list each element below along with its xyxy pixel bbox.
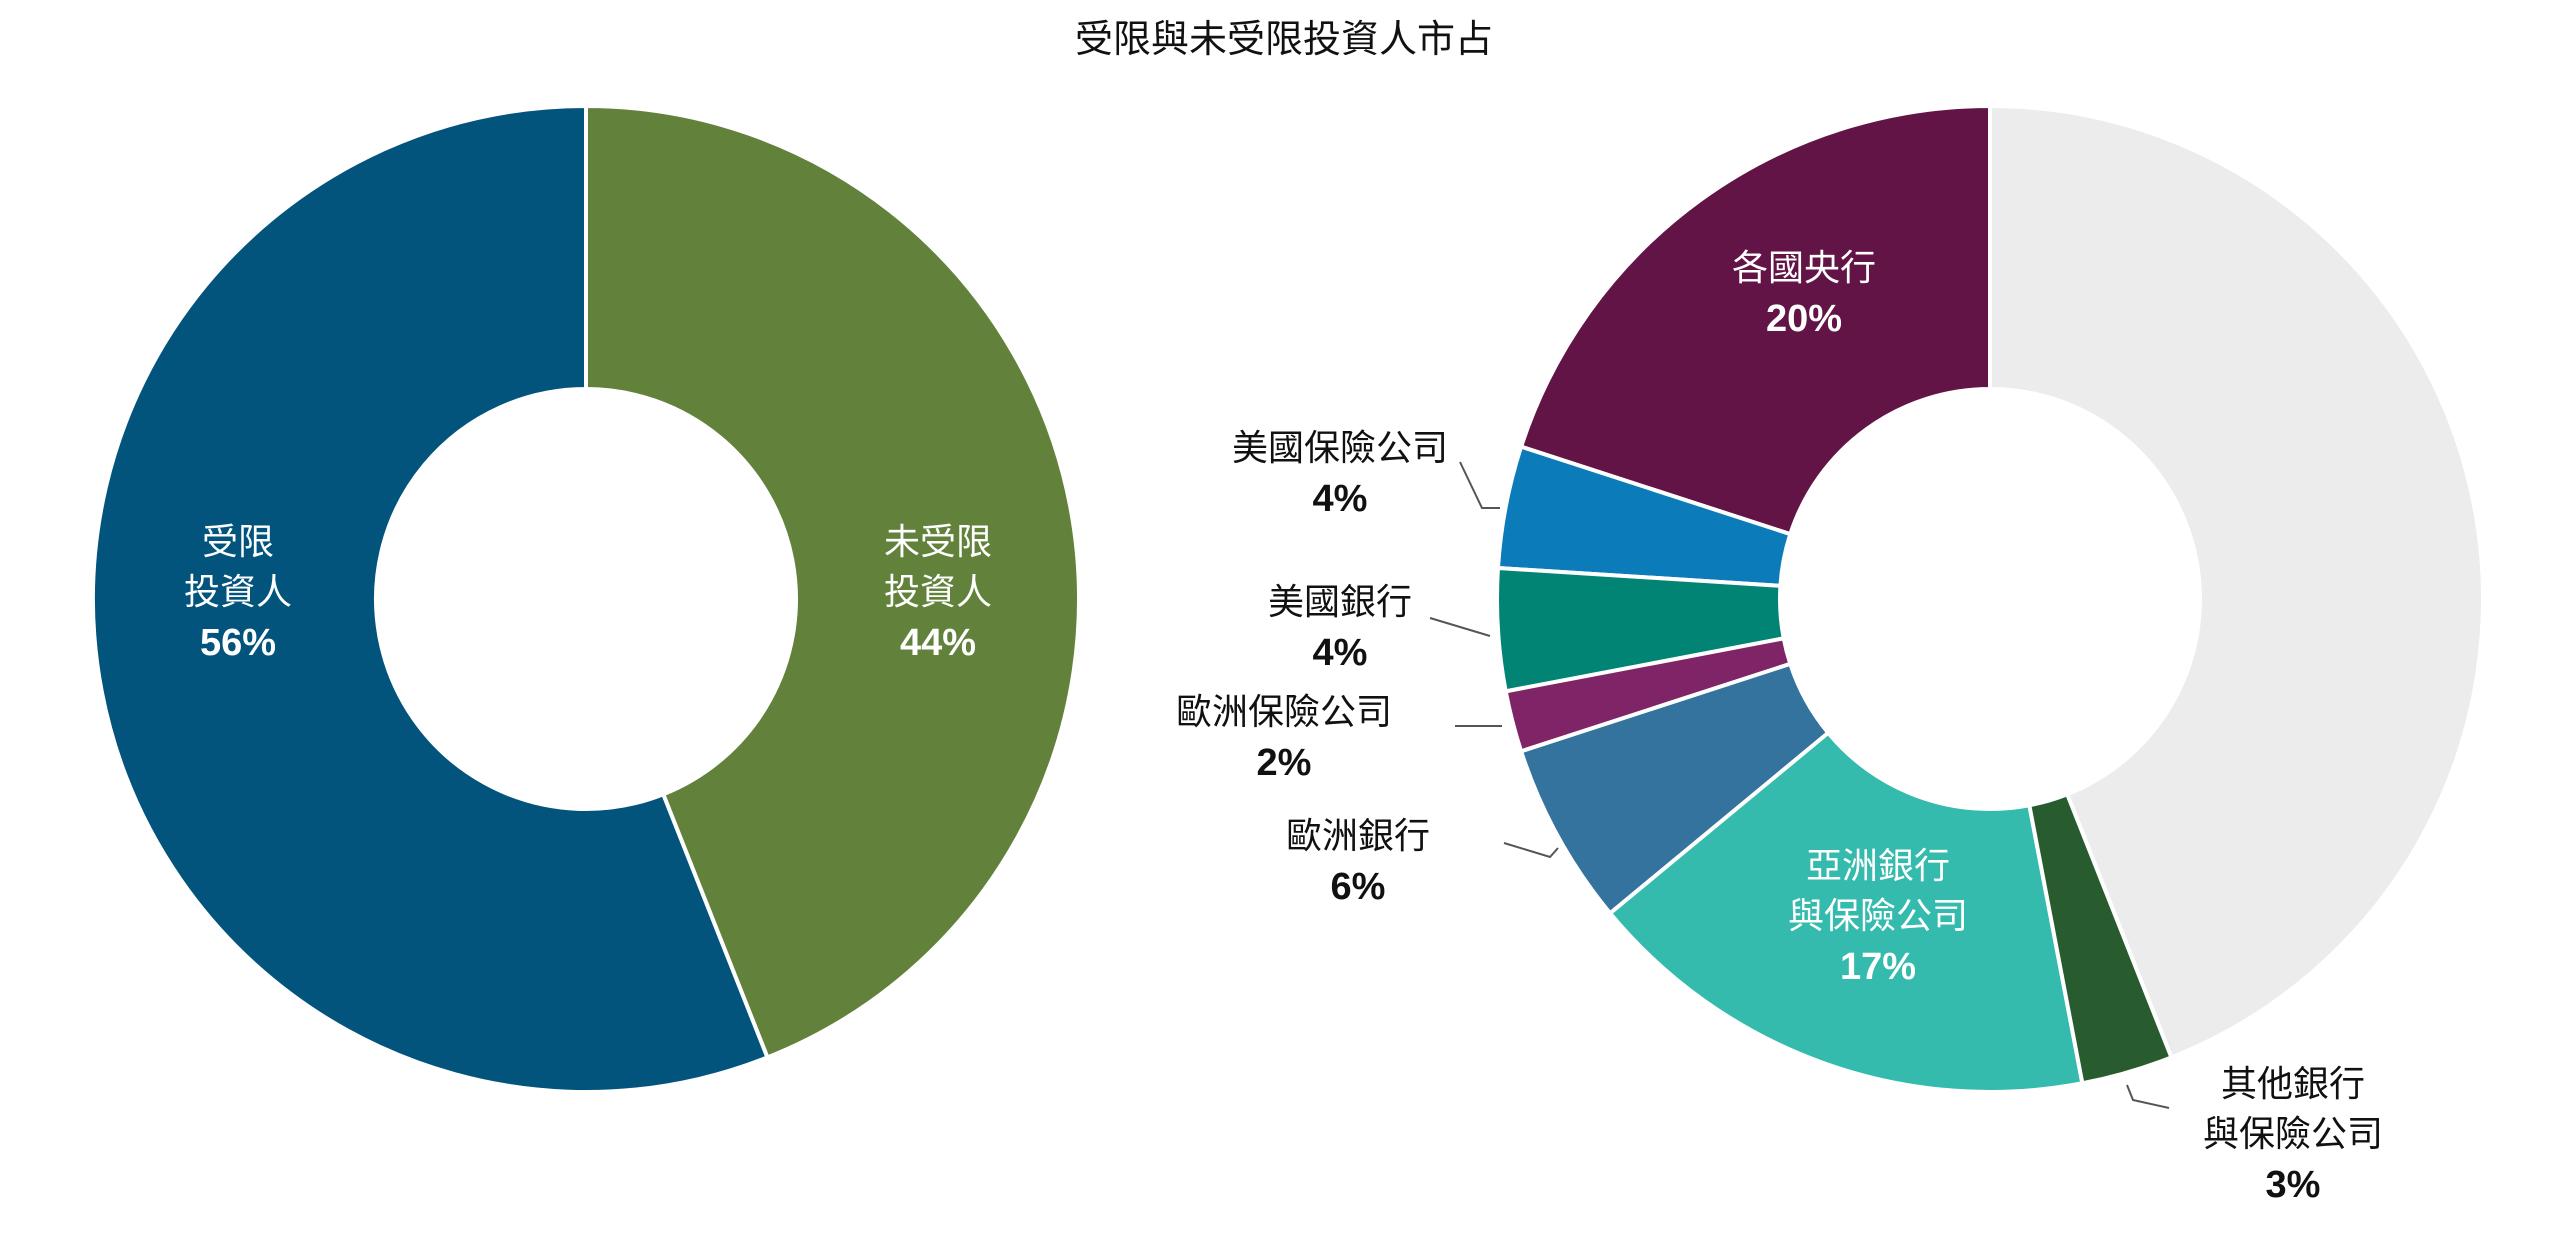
chart-title: 受限與未受限投資人市占 [1074, 17, 1493, 61]
right-donut-slice-5 [1607, 730, 2085, 1094]
label-eu-banks: 歐洲銀行 6% [1285, 816, 1431, 908]
left-donut-slice-0 [91, 103, 771, 1094]
leader-other [2126, 1084, 2170, 1109]
right-donut-slice-0 [1518, 103, 1992, 537]
label-us-insurers: 美國保險公司 4% [1231, 428, 1449, 520]
label-eu-insurers: 歐洲保險公司 2% [1175, 692, 1393, 784]
label-central-banks: 各國央行 20% [1731, 248, 1877, 340]
leader-us-banks [1429, 617, 1491, 637]
label-asia-banks-insurers: 亞洲銀行 與保險公司 17% [1787, 846, 1969, 988]
right-donut-slice-7 [1988, 103, 2486, 1060]
label-unrestricted: 未受限 投資人 44% [883, 522, 993, 664]
label-us-banks: 美國銀行 4% [1267, 582, 1413, 674]
label-other-banks-insurers: 其他銀行 與保險公司 3% [2202, 1064, 2384, 1206]
label-restricted: 受限 投資人 56% [183, 522, 293, 664]
leader-us-insurers [1459, 461, 1500, 509]
left-donut-slice-1 [584, 103, 1081, 1060]
leader-eu-banks [1503, 842, 1559, 859]
